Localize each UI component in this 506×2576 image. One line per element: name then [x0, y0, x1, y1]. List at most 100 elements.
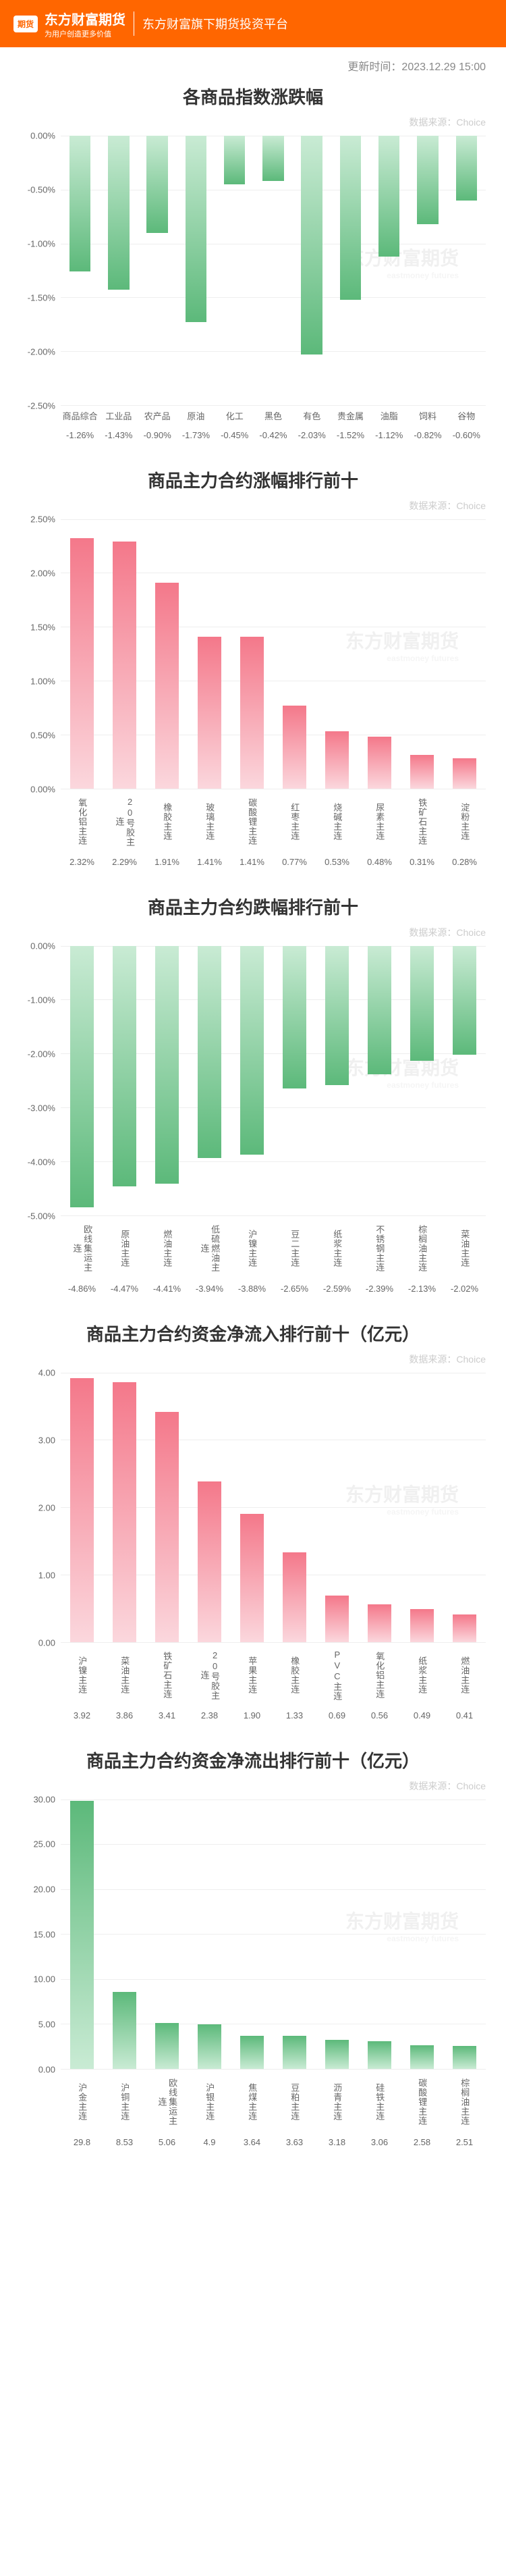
bar [283, 1552, 306, 1642]
x-label: 氧化铝主连 [61, 795, 103, 849]
y-tick: 25.00 [33, 1839, 55, 1849]
bar-wrap [293, 136, 331, 405]
bar-wrap [316, 946, 358, 1215]
value-label: -1.26% [61, 430, 99, 440]
bar-wrap [188, 519, 231, 789]
bar-wrap [231, 946, 273, 1215]
brand-main: 东方财富期货 [45, 13, 125, 28]
bar-wrap [401, 519, 443, 789]
y-tick: 4.00 [38, 1367, 55, 1377]
x-label: 铁矿石主连 [146, 1648, 188, 1702]
bar-wrap [443, 1799, 486, 2069]
y-tick: 15.00 [33, 1929, 55, 1939]
bar-wrap [146, 946, 188, 1215]
value-labels: -1.26%-1.43%-0.90%-1.73%-0.45%-0.42%-2.0… [61, 430, 486, 440]
x-label: 氧化铝主连 [358, 1648, 401, 1702]
y-axis: 0.00%-0.50%-1.00%-1.50%-2.00%-2.50% [20, 136, 61, 406]
bar [198, 2024, 221, 2068]
y-tick: -3.00% [28, 1103, 55, 1113]
data-source-label: 数据来源：Choice [20, 926, 486, 939]
y-tick: -1.50% [28, 293, 55, 303]
y-tick: 30.00 [33, 1794, 55, 1804]
value-label: -1.52% [331, 430, 370, 440]
x-label: 原油主连 [103, 1221, 146, 1276]
bar [368, 946, 391, 1075]
y-tick: 2.00% [30, 568, 55, 578]
x-label: 谷物 [447, 411, 486, 422]
x-labels: 氧化铝主连20号胶主连橡胶主连玻璃主连碳酸锂主连红枣主连烧碱主连尿素主连铁矿石主… [61, 795, 486, 849]
x-label: 欧线集运主连 [61, 1221, 103, 1276]
bar-wrap [358, 1373, 401, 1642]
y-tick: -2.00% [28, 347, 55, 357]
chart-area: 2.50%2.00%1.50%1.00%0.50%0.00%东方财富期货east… [20, 519, 486, 789]
bar [283, 706, 306, 789]
value-label: -2.39% [358, 1284, 401, 1294]
bar-wrap [316, 1799, 358, 2069]
x-label: 沪金主连 [61, 2075, 103, 2129]
y-axis: 4.003.002.001.000.00 [20, 1373, 61, 1643]
header-titles: 东方财富期货 为用户创造更多价值 东方财富旗下期货投资平台 [45, 9, 288, 39]
bar [113, 946, 136, 1187]
y-tick: 3.00 [38, 1435, 55, 1445]
bar-wrap [358, 946, 401, 1215]
value-label: 2.29% [103, 857, 146, 867]
value-label: 5.06 [146, 2137, 188, 2147]
value-label: -1.43% [99, 430, 138, 440]
bar-wrap [447, 136, 486, 405]
bar-wrap [177, 136, 215, 405]
bar [325, 2040, 349, 2068]
x-label: 有色 [293, 411, 331, 422]
bar [410, 1609, 434, 1642]
bar [262, 136, 283, 181]
bar-wrap [401, 1373, 443, 1642]
bar [113, 1382, 136, 1642]
bar [453, 2046, 476, 2068]
grid-line [61, 1642, 486, 1643]
x-label: 铁矿石主连 [401, 795, 443, 849]
bar [410, 755, 434, 788]
bars-container [61, 946, 486, 1215]
bar-wrap [146, 1373, 188, 1642]
value-label: 3.18 [316, 2137, 358, 2147]
x-label: 农产品 [138, 411, 177, 422]
timestamp: 更新时间：2023.12.29 15:00 [0, 47, 506, 77]
value-label: -4.47% [103, 1284, 146, 1294]
data-source-label: 数据来源：Choice [20, 1779, 486, 1793]
bar [224, 136, 245, 184]
y-tick: 1.00 [38, 1570, 55, 1580]
bar [301, 136, 322, 354]
bar [368, 737, 391, 789]
plot-area: 东方财富期货eastmoney futures [61, 136, 486, 406]
brand-sub: 为用户创造更多价值 [45, 28, 125, 39]
bar [453, 758, 476, 789]
bar-wrap [138, 136, 177, 405]
x-label: 纸浆主连 [316, 1221, 358, 1276]
value-label: 3.92 [61, 1710, 103, 1720]
bar [453, 946, 476, 1055]
value-label: 3.64 [231, 2137, 273, 2147]
y-tick: 0.00 [38, 1637, 55, 1648]
bar-wrap [358, 1799, 401, 2069]
x-label: 原油 [177, 411, 215, 422]
value-label: 3.63 [273, 2137, 316, 2147]
bars-container [61, 136, 486, 405]
bar [155, 946, 179, 1184]
value-label: 2.38 [188, 1710, 231, 1720]
bar-wrap [103, 946, 146, 1215]
y-tick: -1.00% [28, 995, 55, 1005]
x-label: 橡胶主连 [146, 795, 188, 849]
data-source-label: 数据来源：Choice [20, 499, 486, 512]
bar-wrap [443, 946, 486, 1215]
x-labels: 商品综合工业品农产品原油化工黑色有色贵金属油脂饲料谷物 [61, 411, 486, 422]
x-labels: 欧线集运主连原油主连燃油主连低硫燃油主连沪镍主连豆二主连纸浆主连不锈钢主连棕榈油… [61, 1221, 486, 1276]
value-label: -0.45% [215, 430, 254, 440]
x-label: 黑色 [254, 411, 292, 422]
value-label: 3.86 [103, 1710, 146, 1720]
chart-area: 30.0025.0020.0015.0010.005.000.00东方财富期货e… [20, 1799, 486, 2070]
chart-section: 商品主力合约资金净流入排行前十（亿元）数据来源：Choice4.003.002.… [0, 1314, 506, 1741]
value-label: 0.69 [316, 1710, 358, 1720]
y-tick: -4.00% [28, 1157, 55, 1167]
value-label: -2.02% [443, 1284, 486, 1294]
x-label: 燃油主连 [146, 1221, 188, 1276]
bar [155, 1412, 179, 1641]
